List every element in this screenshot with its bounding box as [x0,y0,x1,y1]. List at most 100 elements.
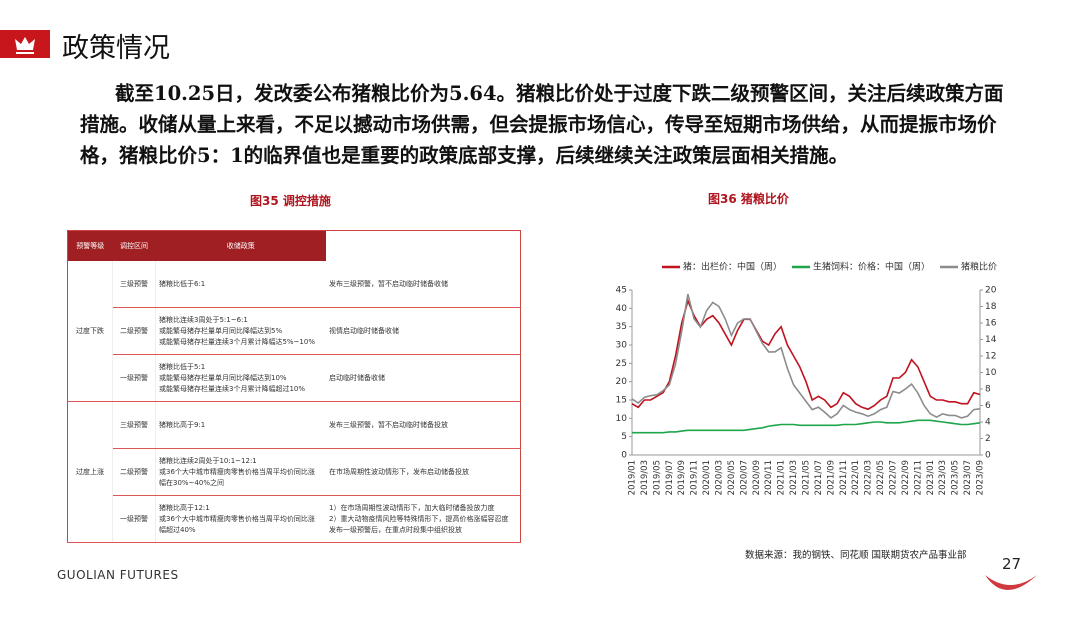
policy-cell: 在市场周期性波动情形下，发布启动储备投放 [326,448,521,496]
table-header: 预警等级 [67,230,113,261]
cell-line: 视情启动临时储备收储 [329,326,399,335]
level-cell: 一级预警 [112,495,156,543]
table-row: 二级预警 猪粮比连续2周处于10:1~12:1 或36个大中城市精瘦肉零售价格当周平… [68,448,521,496]
level-cell: 一级预警 [112,354,156,402]
header-icon [0,30,50,58]
x-tick-label: 2022/05 [876,460,886,495]
x-tick-label: 2021/09 [826,460,836,495]
paragraph: 截至10.25日，发改委公布猪粮比价为5.64。猪粮比价处于过度下跌二级预警区间… [80,82,1004,167]
cell-line: 猪粮比低于6:1 [159,279,206,288]
source: 数据来源：我的钢铁、同花顺 国联期货农产品事业部 [745,550,967,561]
figure-caption: 图36 猪粮比价 [708,192,789,206]
y2-tick-label: 8 [985,385,991,395]
policy-cell: 发布三级预警，暂不启动临时储备收储 [326,261,521,308]
cell-line: 猪粮比高于9:1 [159,420,206,429]
cell-line: 猪粮比高于12:1 [159,503,210,512]
x-tick-label: 2020/05 [727,460,737,495]
legend-label: 生猪饲料：价格：中国（周） [813,261,930,273]
x-tick-label: 2022/09 [901,460,911,495]
x-tick-label: 2019/11 [690,460,700,495]
x-tick-label: 2019/01 [628,460,638,495]
y-tick-label: 25 [616,359,627,369]
x-tick-label: 2022/11 [913,460,923,495]
cell-line: 发布一级预警后，在重点时段集中组织投放 [329,525,462,534]
legend-label: 猪粮比价 [961,261,997,273]
y-tick-label: 5 [621,432,627,442]
x-tick-label: 2020/03 [715,460,725,495]
range-cell: 猪粮比连续2周处于10:1~12:1 或36个大中城市精瘦肉零售价格当周平均价同比… [155,448,326,496]
y2-tick-label: 2 [985,434,991,444]
cell-line: 幅超过40% [159,525,196,534]
cell-line: 或能繁母猪存栏量连续3个月累计降幅达5%~10% [159,337,315,346]
cell-line: 幅在30%~40%之间 [159,478,224,487]
x-tick-label: 2021/05 [802,460,812,495]
table-row: 二级预警 猪粮比连续3周处于5:1~6:1 或能繁母猪存栏量单月同比降幅达到5% 或能… [68,307,521,355]
y2-tick-label: 10 [985,368,997,378]
level-cell: 二级预警 [112,307,156,355]
x-tick-label: 2020/11 [764,460,774,495]
page-title: 政策情况 [62,33,170,64]
x-tick-label: 2019/09 [677,460,687,495]
page-number: 27 [1002,555,1022,573]
cell-line: 在市场周期性波动情形下，发布启动储备投放 [329,467,469,476]
y2-tick-label: 20 [985,286,997,296]
series-line [631,298,981,411]
cell-line: 猪粮比连续3周处于5:1~6:1 [159,315,248,324]
table-row: 过度上涨 三级预警 猪粮比高于9:1 发布三级预警，暂不启动临时储备投放 [67,401,521,543]
range-cell: 猪粮比低于6:1 [155,261,326,308]
cell-line: 发布三级预警，暂不启动临时储备投放 [329,420,448,429]
page-decoration [985,575,1037,590]
brand: GUOLIAN FUTURES [57,568,179,582]
cell-line: 猪粮比低于5:1 [159,362,206,371]
table-header: 收储政策 [155,230,326,261]
policy-cell: 1）在市场周期性波动情形下，加大临时储备投放力度 2）重大动物疫情风险等特殊情形下… [326,495,521,543]
x-tick-label: 2019/03 [640,460,650,495]
y2-tick-label: 18 [985,302,997,312]
cell-line: 或能繁母猪存栏量连续3个月累计降幅超过10% [159,384,306,393]
table-row: 一级预警 猪粮比高于12:1 或36个大中城市精瘦肉零售价格当周平均价同比涨 幅超过4… [68,495,521,543]
policy-cell: 启动临时储备收储 [326,354,521,402]
series-line [631,293,981,419]
level-cell: 三级预警 [112,401,156,449]
y-tick-label: 0 [621,451,627,461]
cell-line: 或能繁母猪存栏量单月同比降幅达到5% [159,326,283,335]
x-tick-label: 2022/03 [864,460,874,495]
range-cell: 猪粮比连续3周处于5:1~6:1 或能繁母猪存栏量单月同比降幅达到5% 或能繁母猪存… [155,307,326,355]
x-tick-label: 2021/03 [789,460,799,495]
legend-label: 猪：出栏价：中国（周） [683,261,782,273]
x-tick-label: 2022/07 [889,460,899,495]
x-tick-label: 2023/05 [951,460,961,495]
y-tick-label: 10 [616,414,628,424]
group-cell: 过度下跌 [67,261,113,402]
cell-line: 1）在市场周期性波动情形下，加大临时储备投放力度 [329,503,495,512]
x-tick-label: 2021/01 [777,460,787,495]
cell-line: 或36个大中城市精瘦肉零售价格当周平均价同比涨 [159,467,315,476]
x-tick-label: 2019/05 [652,460,662,495]
x-tick-label: 2023/09 [976,460,986,495]
level-cell: 二级预警 [112,448,156,496]
y2-tick-label: 4 [985,418,991,428]
y-tick-label: 35 [616,322,627,332]
policy-table: 预警等级 调控区间 收储政策 过度下跌 三级预警 猪粮比低于6:1 发布三级预警，暂不启动临… [67,230,521,543]
x-tick-label: 2023/07 [963,460,973,495]
y-tick-label: 15 [616,396,627,406]
y2-tick-label: 16 [985,319,997,329]
y2-tick-label: 12 [985,352,996,362]
cell-line: 2）重大动物疫情风险等特殊情形下，提高价格涨幅容忍度 [329,514,509,523]
policy-cell: 发布三级预警，暂不启动临时储备投放 [326,401,521,449]
table-row: 过度下跌 三级预警 猪粮比低于6:1 发布三级预警，暂不启动临时储备收储 [67,261,521,402]
x-tick-label: 2019/07 [665,460,675,495]
cell-line: 发布三级预警，暂不启动临时储备收储 [329,279,448,288]
y2-tick-label: 0 [985,451,991,461]
range-cell: 猪粮比高于12:1 或36个大中城市精瘦肉零售价格当周平均价同比涨 幅超过40% [155,495,326,543]
policy-cell: 视情启动临时储备收储 [326,307,521,355]
cell-line: 或36个大中城市精瘦肉零售价格当周平均价同比涨 [159,514,315,523]
level-cell: 三级预警 [112,261,156,308]
x-tick-label: 2020/01 [702,460,712,495]
range-cell: 猪粮比低于5:1 或能繁母猪存栏量单月同比降幅达到10% 或能繁母猪存栏量连续3个月… [155,354,326,402]
x-tick-label: 2020/07 [739,460,749,495]
y-tick-label: 40 [616,304,628,314]
group-cell: 过度上涨 [67,401,113,543]
x-tick-label: 2021/07 [814,460,824,495]
